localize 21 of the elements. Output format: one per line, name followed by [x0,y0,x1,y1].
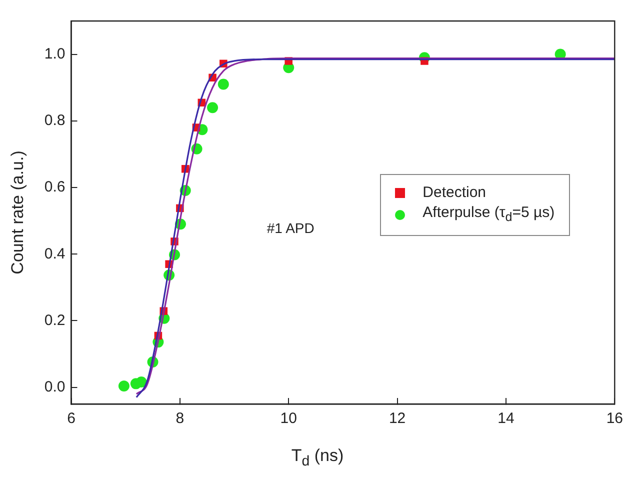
x-tick-label: 16 [606,410,623,428]
x-axis-title: T$_{d}$ (ns) [290,446,345,470]
x-tick-label: 8 [176,410,184,428]
y-tick-label: 0.8 [44,112,66,130]
x-tick-label: 14 [498,410,514,428]
y-tick-label: 0.2 [44,312,66,329]
y-tick-label: 1.0 [44,45,66,62]
annotation: #1 APD [266,220,314,236]
y-tick-label: 0.0 [44,378,66,396]
x-tick-label: 12 [388,410,406,428]
x-tick-label: 10 [280,410,297,428]
point [218,78,229,90]
point [207,102,218,114]
legend-label: Detection [422,183,486,204]
y-axis-title: Count rate (a.u.) [8,150,27,274]
y-tick-label: 0.4 [44,245,66,262]
point [118,380,130,392]
y-tick-label: 0.6 [44,178,66,196]
point [136,376,147,388]
legend-label: Afterpulse (τ$_{d}$=5 µs) [422,203,555,226]
x-tick-label: 6 [67,410,76,428]
